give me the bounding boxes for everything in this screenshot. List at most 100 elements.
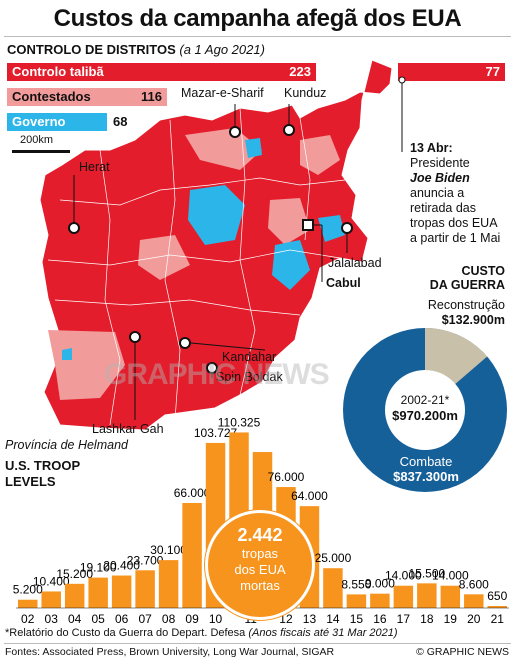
- cost-period: 2002-21*: [400, 393, 450, 407]
- troop-bar-label: 76.000: [268, 470, 305, 484]
- troop-bar-label: 103.727: [194, 426, 238, 440]
- map-government-region: [272, 240, 310, 290]
- districts-heading-text: CONTROLO DE DISTRITOS: [7, 42, 176, 57]
- city-label-lashkar-gah: Lashkar Gah: [92, 422, 164, 436]
- troop-bar-label: 19.100: [80, 561, 117, 575]
- troop-bar: [111, 575, 132, 608]
- biden-note-line: tropas dos EUA: [410, 216, 498, 230]
- x-tick-label: 07: [138, 612, 152, 626]
- troop-bar: [158, 560, 179, 608]
- city-label-mazar: Mazar-e-Sharif: [181, 86, 264, 100]
- map-contested-region: [300, 135, 340, 175]
- troop-bar-label: 20.400: [103, 559, 140, 573]
- troop-bar-label: 8.550: [341, 577, 371, 591]
- scale-label: 200km: [20, 134, 54, 146]
- x-tick-label: 21: [491, 612, 505, 626]
- troop-bar-label: 9.000: [365, 577, 395, 591]
- kandahar-marker: [179, 337, 191, 349]
- footnote: *Relatório do Custo da Guerra do Depart.…: [5, 627, 398, 639]
- districts-date: (a 1 Ago 2021): [179, 42, 265, 57]
- x-tick-label: 08: [162, 612, 176, 626]
- cost-heading: CUSTO DA GUERRA: [430, 264, 505, 292]
- reconstruction-label: Reconstrução: [427, 298, 505, 312]
- biden-note-line: anuncia a: [410, 186, 465, 200]
- bar-government-value: 68: [113, 114, 128, 129]
- map-contested-region: [185, 128, 262, 170]
- chart-title: U.S. TROOP LEVELS: [5, 458, 80, 489]
- mazar-marker: [229, 126, 241, 138]
- bar-taliban-extra-value: 77: [485, 64, 500, 79]
- province-label: Província de Helmand: [5, 438, 128, 452]
- troop-bar-label: 66.000: [174, 486, 211, 500]
- cost-donut-hole: [385, 370, 465, 450]
- footnote-text: *Relatório do Custo da Guerra do Depart.…: [5, 627, 246, 639]
- x-tick-label: 06: [115, 612, 129, 626]
- biden-note-date: 13 Abr:: [410, 141, 453, 155]
- city-label-jalalabad: Jalalabad: [328, 256, 382, 270]
- kunduz-marker: [283, 124, 295, 136]
- sources: Fontes: Associated Press, Brown Universi…: [5, 646, 335, 658]
- title-divider: [4, 36, 511, 37]
- x-tick-label: 02: [21, 612, 35, 626]
- cost-heading-line1: CUSTO: [461, 264, 505, 278]
- map-contested-region: [268, 198, 310, 245]
- troop-bar-label: 15.500: [408, 566, 445, 580]
- city-label-spin-boldak: Spin Boldak: [216, 370, 283, 384]
- x-tick-label: 03: [45, 612, 59, 626]
- cost-total: $970.200m: [392, 408, 458, 423]
- troop-bar-label: 110.325: [218, 415, 261, 429]
- troop-bar-label: 30.100: [150, 543, 187, 557]
- troop-bar: [370, 593, 390, 608]
- combat-label: Combate: [399, 454, 453, 469]
- troop-bar: [440, 585, 461, 608]
- bar-taliban-extra: 77: [398, 63, 505, 81]
- map-government-region: [188, 185, 245, 245]
- cost-heading-line2: DA GUERRA: [429, 278, 505, 292]
- deaths-line: dos EUA: [234, 562, 286, 577]
- bar-contested: Contestados 116: [7, 88, 167, 106]
- biden-note-name: Joe Biden: [410, 171, 470, 185]
- herat-marker: [68, 222, 80, 234]
- deaths-line: tropas: [241, 546, 279, 561]
- troop-bar-label: 64.000: [291, 489, 328, 503]
- map-government-region: [62, 348, 72, 360]
- troop-bar: [393, 585, 414, 608]
- footnote-italic: (Anos fiscais até 31 Mar 2021): [248, 627, 398, 639]
- x-tick-label: 19: [444, 612, 458, 626]
- x-tick-label: 05: [91, 612, 105, 626]
- troop-bar-label: 14.000: [432, 569, 469, 583]
- x-tick-label: 16: [373, 612, 387, 626]
- troop-bar: [346, 594, 367, 608]
- reconstruction-value: $132.900m: [441, 313, 505, 327]
- kabul-marker: [302, 219, 314, 231]
- watermark-text: GRAPHIC NEWS: [104, 358, 330, 391]
- x-tick-label: 17: [397, 612, 411, 626]
- biden-note-line: Presidente: [410, 156, 470, 170]
- bar-taliban: Controlo talibã 223: [7, 63, 316, 81]
- troop-bar-label: 25.000: [315, 551, 352, 565]
- credit: © GRAPHIC NEWS: [416, 646, 509, 658]
- x-tick-label: 12: [279, 612, 293, 626]
- lashkar-gah-marker: [129, 331, 141, 343]
- map-government-region: [318, 215, 345, 242]
- deaths-number: 2.442: [237, 525, 283, 545]
- page-title: Custos da campanha afegã dos EUA: [53, 5, 462, 32]
- bar-contested-label: Contestados: [12, 89, 91, 104]
- troop-bar: [88, 577, 108, 608]
- troop-bar: [464, 594, 484, 608]
- troop-bar-label: 5.200: [13, 583, 43, 597]
- districts-heading: CONTROLO DE DISTRITOS (a 1 Ago 2021): [7, 42, 265, 57]
- map-district-borders: [47, 107, 346, 426]
- troop-bar: [323, 568, 343, 608]
- troop-bar: [182, 502, 202, 608]
- biden-note: 13 Abr: Presidente Joe Biden anuncia a r…: [410, 141, 512, 246]
- bar-government-label: Governo: [12, 114, 66, 129]
- troop-bar: [64, 583, 85, 608]
- city-label-kandahar: Kandahar: [222, 350, 277, 364]
- biden-note-line: a partir de 1 Mai: [410, 231, 501, 245]
- x-tick-label: 15: [350, 612, 364, 626]
- city-label-kunduz: Kunduz: [284, 86, 327, 100]
- troop-bar-label: 14.000: [385, 569, 422, 583]
- city-label-kabul: Cabul: [326, 276, 361, 290]
